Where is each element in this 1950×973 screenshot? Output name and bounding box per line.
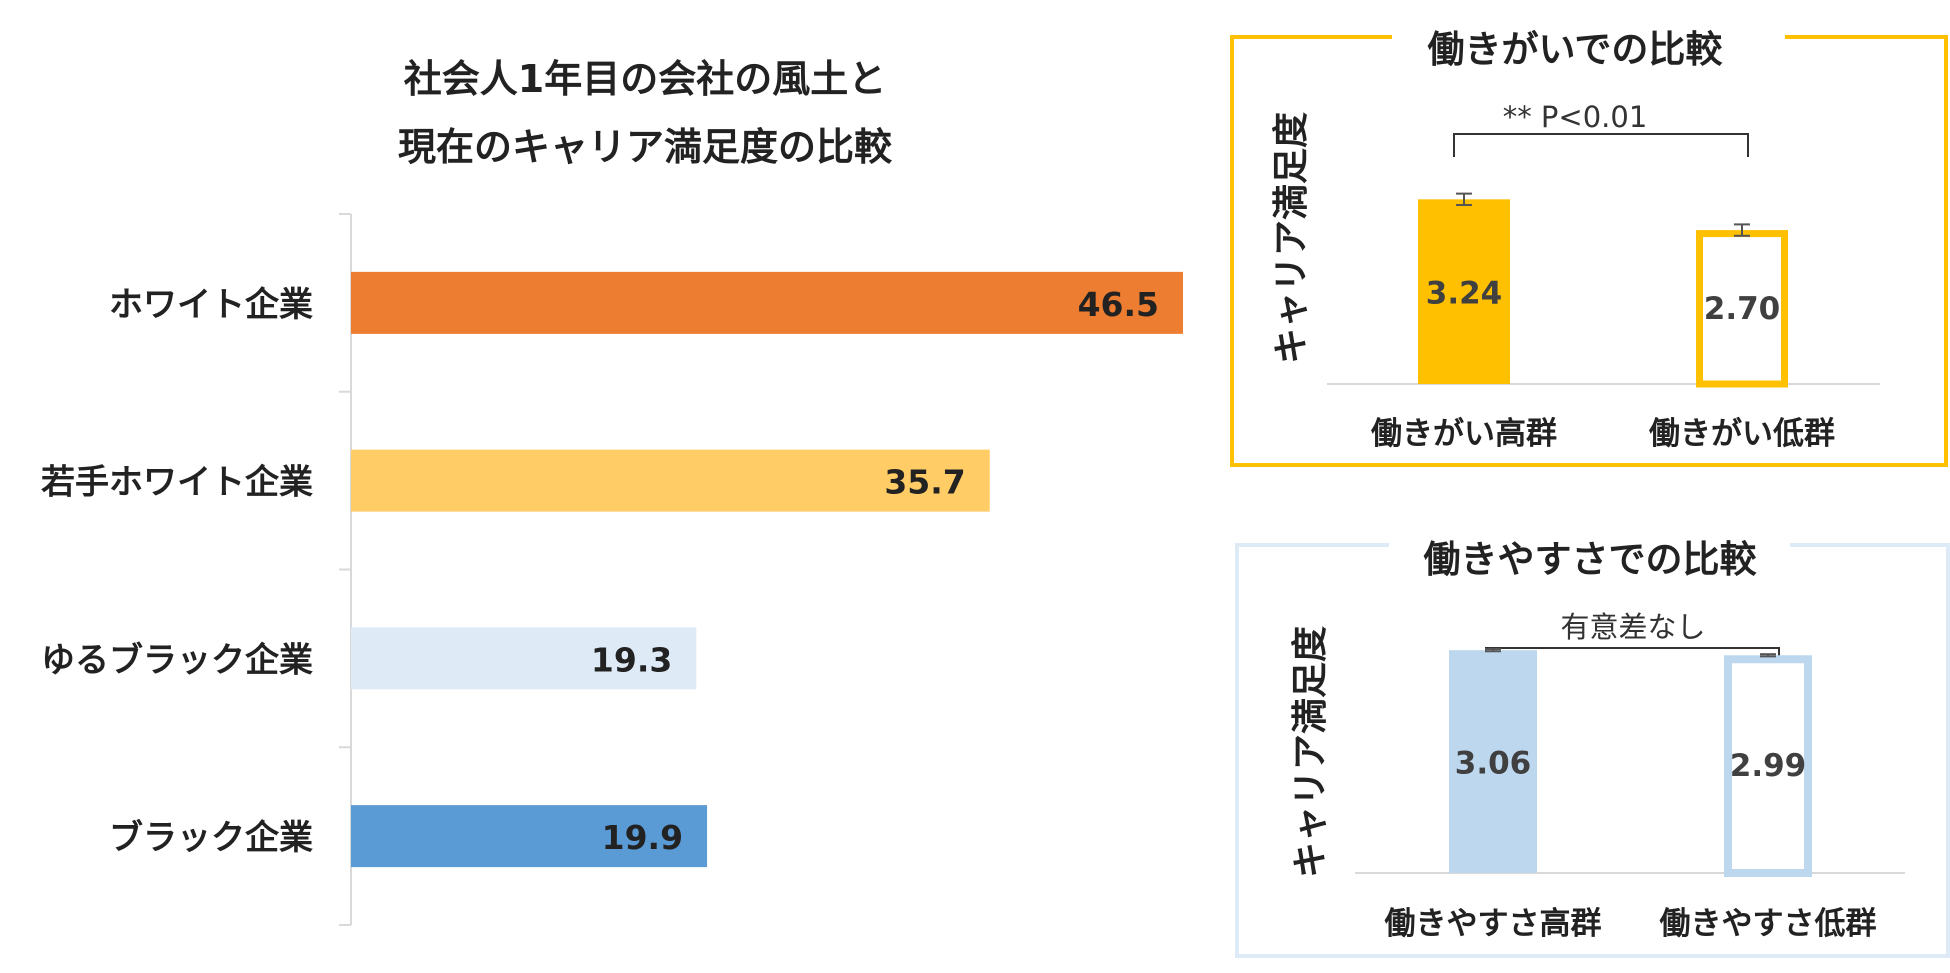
main-category-label: ブラック企業 <box>109 818 313 858</box>
panel-value-label: 3.06 <box>1455 746 1532 782</box>
panel-bar-low <box>1724 655 1812 877</box>
main-value-label: 35.7 <box>884 463 965 502</box>
main-value-label: 46.5 <box>1078 285 1159 324</box>
main-category-label: 若手ホワイト企業 <box>41 463 313 503</box>
panel1-bars: 3.24 働きがい高群 2.70 働きがい低群 <box>1371 192 1835 452</box>
panel-value-label: 2.99 <box>1730 748 1807 784</box>
panel-bar-low <box>1696 230 1788 388</box>
panel-hatarakiyasusa: 働きやすさでの比較 キャリア満足度 有意差なし 3.06 働きやすさ高群 2.99 働… <box>1235 538 1950 958</box>
panel2-ylabel: キャリア満足度 <box>1290 626 1331 878</box>
panel2-significance-label: 有意差なし <box>1560 610 1705 644</box>
panel-value-label: 2.70 <box>1704 291 1781 327</box>
panel-bar-high <box>1418 199 1510 384</box>
panel1-ylabel: キャリア満足度 <box>1271 112 1312 364</box>
main-value-label: 19.3 <box>591 640 672 679</box>
panel2-bars: 3.06 働きやすさ高群 2.99 働きやすさ低群 <box>1385 648 1877 942</box>
main-category-axis <box>339 213 352 926</box>
main-bar <box>351 805 708 868</box>
main-bar <box>351 271 1183 334</box>
panel1-frame <box>1230 35 1948 467</box>
main-category-label: ホワイト企業 <box>109 285 313 325</box>
main-title-line-2: 現在のキャリア満足度の比較 <box>398 125 893 169</box>
panel-category-label: 働きやすさ低群 <box>1660 906 1877 942</box>
panel-value-label: 3.24 <box>1426 276 1503 312</box>
main-value-label: 19.9 <box>602 818 683 857</box>
panel1-significance-bracket <box>1453 133 1749 157</box>
main-bars <box>351 271 1183 868</box>
main-category-label: ゆるブラック企業 <box>41 640 313 680</box>
panel-category-label: 働きがい高群 <box>1371 416 1557 452</box>
panel-bar-high <box>1449 650 1537 873</box>
panel-category-label: 働きやすさ高群 <box>1385 906 1602 942</box>
panel-hatarakigai: 働きがいでの比較 キャリア満足度 ** P<0.01 3.24 働きがい高群 2.7… <box>1230 28 1948 467</box>
main-value-labels: 46.5 35.7 19.3 19.9 <box>591 285 1159 857</box>
panel1-significance-label: ** P<0.01 <box>1503 100 1648 134</box>
main-bar <box>351 627 697 690</box>
panel2-title: 働きやすさでの比較 <box>1424 538 1758 581</box>
main-title-line-1: 社会人1年目の会社の風土と <box>404 57 886 101</box>
main-chart: 社会人1年目の会社の風土と 現在のキャリア満足度の比較 ホワイト企業若手ホワイト… <box>41 57 1183 926</box>
panel1-title: 働きがいでの比較 <box>1428 28 1724 71</box>
panel-category-label: 働きがい低群 <box>1649 416 1835 452</box>
main-bar <box>351 449 990 512</box>
panel2-frame <box>1235 543 1950 958</box>
